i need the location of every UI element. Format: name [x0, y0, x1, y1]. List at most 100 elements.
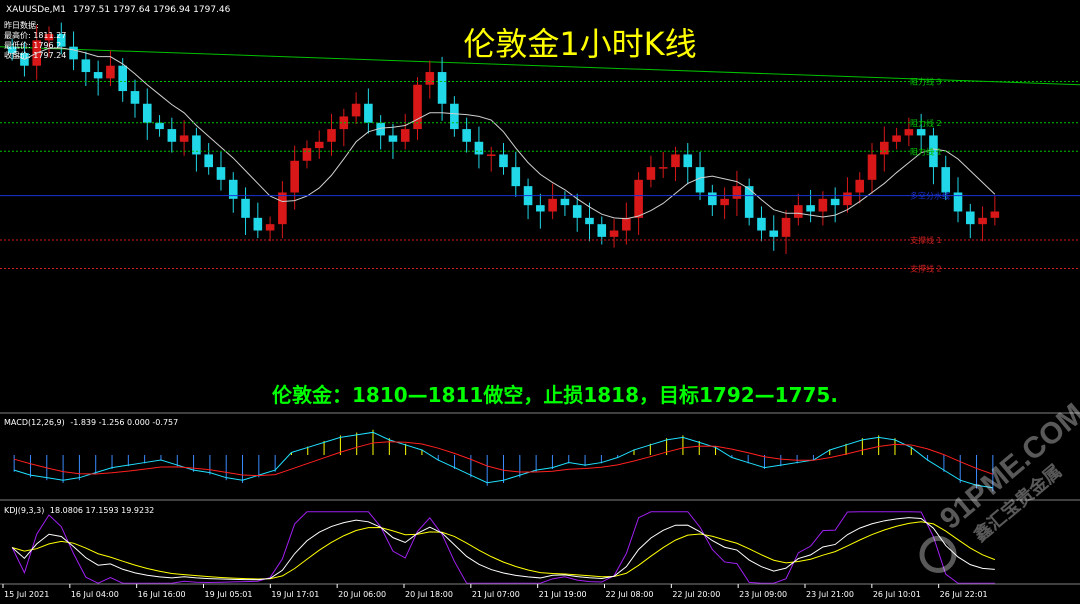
x-tick-label: 22 Jul 20:00: [672, 590, 720, 599]
candle-body: [351, 103, 361, 117]
candle-body: [314, 141, 324, 149]
candle-body: [388, 135, 398, 142]
candle-body: [572, 205, 582, 218]
level-label-3: 多空分水线: [910, 191, 950, 201]
x-tick-label: 16 Jul 16:00: [138, 590, 186, 599]
candle-body: [93, 72, 103, 79]
candle-body: [7, 46, 17, 54]
level-label-5: 支撑线 2: [910, 264, 942, 274]
candle-body: [364, 103, 373, 123]
macd-label: MACD(12,26,9): [4, 418, 65, 427]
x-tick-label: 16 Jul 04:00: [71, 590, 119, 599]
candle-body: [130, 91, 140, 104]
candle-body: [683, 154, 693, 168]
ohlc-values: 1797.51 1797.64 1796.94 1797.46: [73, 5, 231, 15]
candle-body: [843, 192, 852, 206]
candle-body: [228, 179, 238, 199]
candle-body: [81, 59, 91, 73]
info-line-1: 昨日数据:: [4, 20, 39, 30]
candle-body: [806, 205, 815, 212]
level-label-1: 阻力线 2: [910, 118, 942, 128]
candle-body: [671, 154, 680, 168]
candle-body: [437, 72, 447, 104]
candle-body: [142, 103, 152, 123]
info-line-2: 最高价: 1811.27: [4, 30, 66, 40]
x-tick-label: 23 Jul 21:00: [806, 590, 854, 599]
macd-signal-line: [14, 441, 994, 477]
x-tick-label: 20 Jul 06:00: [338, 590, 386, 599]
x-tick-label: 21 Jul 07:00: [472, 590, 520, 599]
kdj-label: KDJ(9,3,3): [4, 506, 44, 515]
candle-body: [634, 179, 643, 218]
long-trendline: [0, 46, 1080, 86]
candle-body: [830, 198, 840, 206]
moving-average-line: [11, 47, 996, 220]
candle-body: [44, 34, 54, 41]
candle-body: [376, 122, 385, 136]
candle-body: [499, 154, 508, 168]
candle-body: [536, 205, 545, 212]
candle-body: [695, 167, 705, 193]
x-tick-label: 21 Jul 19:00: [539, 590, 587, 599]
candle-body: [658, 167, 668, 169]
candle-body: [818, 198, 828, 212]
candle-body: [965, 211, 975, 225]
candle-body: [867, 154, 877, 180]
candle-body: [167, 129, 177, 142]
macd-line: [14, 431, 993, 489]
candle-body: [609, 230, 619, 237]
candle-body: [179, 135, 189, 142]
candle-body: [278, 192, 287, 225]
x-tick-label: 15 Jul 2021: [4, 590, 49, 599]
candle-body: [486, 154, 496, 156]
candle-body: [892, 135, 901, 142]
x-tick-label: 20 Jul 18:00: [405, 590, 453, 599]
candle-body: [781, 217, 791, 237]
kdj-header: KDJ(9,3,3) 18.0806 17.1593 19.9232: [4, 506, 154, 515]
candle-body: [450, 103, 459, 130]
x-tick-label: 26 Jul 10:01: [873, 590, 921, 599]
candle-body: [794, 205, 803, 218]
macd-header: MACD(12,26,9) -1.839 -1.256 0.000 -0.757: [4, 418, 178, 427]
info-line-4: 收盘价: 1797.24: [4, 50, 66, 60]
candle-body: [916, 129, 926, 136]
kdj-values: 18.0806 17.1593 19.9232: [50, 506, 154, 515]
candle-body: [204, 154, 213, 168]
candle-body: [597, 224, 607, 237]
watermark: 91PME.COM 鑫汇宝贵金属: [919, 397, 1080, 573]
strategy-note: 伦敦金：1810—1811做空，止损1818，目标1792—1775.: [272, 383, 838, 407]
candle-body: [904, 129, 914, 136]
level-label-0: 阻力线 3: [910, 77, 942, 87]
candle-body: [744, 186, 754, 218]
candle-body: [757, 217, 766, 231]
candle-body: [192, 135, 201, 155]
macd-values: -1.839 -1.256 0.000 -0.757: [70, 418, 178, 427]
candle-body: [941, 167, 951, 193]
candle-body: [880, 141, 889, 155]
info-box: 昨日数据: 最高价: 1811.27 最低价: 1796.2 收盘价: 1797…: [4, 20, 66, 60]
kdj-j-line: [11, 511, 995, 584]
candle-body: [118, 65, 127, 92]
watermark-logo-icon: [919, 535, 957, 573]
candle-body: [400, 129, 410, 142]
candle-body: [241, 198, 250, 218]
candle-body: [708, 192, 717, 206]
candle-body: [339, 116, 349, 130]
symbol-header: XAUUSDe,M1 1797.51 1797.64 1796.94 1797.…: [6, 5, 231, 15]
candle-body: [622, 217, 631, 231]
candle-body: [106, 65, 115, 79]
candle-body: [425, 72, 435, 85]
candle-body: [155, 122, 164, 130]
candle-body: [769, 230, 779, 237]
candle-body: [548, 198, 557, 212]
candle-body: [474, 141, 484, 155]
symbol-name: XAUUSDe,M1: [6, 5, 66, 15]
candle-body: [990, 211, 1000, 218]
info-line-3: 最低价: 1796.2: [4, 40, 61, 50]
level-label-2: 阻力线 1: [910, 146, 942, 156]
kdj-k-line: [11, 517, 995, 581]
candle-body: [327, 129, 336, 142]
x-tick-label: 19 Jul 05:01: [205, 590, 253, 599]
x-tick-label: 22 Jul 08:00: [606, 590, 654, 599]
